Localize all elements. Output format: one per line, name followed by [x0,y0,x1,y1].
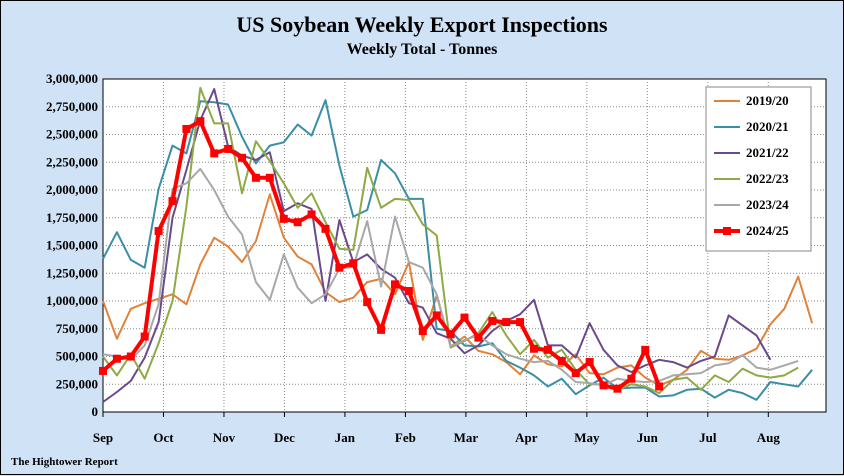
legend-label-2020-21: 2020/21 [746,119,789,134]
legend-label-2023-24: 2023/24 [746,197,789,212]
y-tick-label: 0 [92,404,99,419]
point-marker-2024-25 [154,227,163,236]
series-line-2022-23 [102,86,799,395]
legend-box [705,86,812,252]
series-line-2021-22 [102,88,772,403]
point-marker-2024-25 [404,287,413,296]
x-axis-ticks: Sep Oct Nov Dec Jan Feb Mar Apr May Jun Jul Aug [93,412,780,445]
point-marker-2024-25 [446,330,455,339]
x-tick-label: Feb [395,430,416,445]
y-axis-ticks: 0 250,000 500,000 750,000 1,000,000 1,250,000… [46,71,98,419]
chart-title: US Soybean Weekly Export Inspections [236,12,608,37]
legend-label-2024-25: 2024/25 [746,223,789,238]
point-marker-2024-25 [335,263,344,272]
point-marker-2024-25 [377,325,386,334]
point-marker-2024-25 [140,332,149,341]
legend-marker-2024-25 [723,227,731,235]
footer-source: The Hightower Report [11,456,118,468]
point-marker-2024-25 [321,224,330,233]
point-marker-2024-25 [571,369,580,378]
point-marker-2024-25 [251,173,260,182]
x-tick-label: Nov [213,430,236,445]
point-marker-2024-25 [488,316,497,325]
y-tick-label: 1,500,000 [46,238,98,253]
point-marker-2024-25 [293,218,302,227]
x-tick-label: Jun [637,430,659,445]
x-tick-label: May [574,430,600,445]
legend-label-2021-22: 2021/22 [746,145,789,160]
point-marker-2024-25 [516,318,525,327]
point-marker-2024-25 [390,280,399,289]
x-tick-label: Apr [515,430,538,445]
x-tick-label: Oct [153,430,174,445]
point-marker-2024-25 [641,345,650,354]
point-marker-2024-25 [557,356,566,365]
point-marker-2024-25 [210,149,219,158]
point-marker-2024-25 [279,214,288,223]
x-tick-label: Jan [335,430,356,445]
x-tick-label: Jul [699,430,717,445]
x-tick-label: Dec [274,430,295,445]
point-marker-2024-25 [627,374,636,383]
x-tick-label: Mar [454,430,479,445]
point-marker-2024-25 [224,144,233,153]
y-tick-label: 2,000,000 [46,182,98,197]
point-marker-2024-25 [238,153,247,162]
y-tick-label: 2,250,000 [46,154,98,169]
point-marker-2024-25 [265,173,274,182]
point-marker-2024-25 [126,352,135,361]
legend: 2019/20 2020/21 2021/22 2022/23 2023/24 2024/… [705,86,812,252]
series-line-2020-21 [102,99,813,401]
point-marker-2024-25 [599,381,608,390]
point-marker-2024-25 [182,124,191,133]
point-marker-2024-25 [502,318,511,327]
point-marker-2024-25 [530,344,539,353]
x-tick-label: Sep [93,430,113,445]
point-marker-2024-25 [99,366,107,375]
point-marker-2024-25 [585,358,594,367]
y-tick-label: 1,000,000 [46,293,98,308]
x-tick-label: Aug [757,430,781,445]
y-tick-label: 250,000 [56,376,98,391]
legend-label-2022-23: 2022/23 [746,171,789,186]
legend-label-2019-20: 2019/20 [746,93,789,108]
point-marker-2024-25 [363,298,372,307]
y-tick-label: 500,000 [56,349,98,364]
y-tick-label: 3,000,000 [46,71,98,86]
point-marker-2024-25 [474,333,483,342]
y-tick-label: 2,500,000 [46,127,98,142]
y-tick-label: 750,000 [56,321,98,336]
y-tick-label: 2,750,000 [46,99,98,114]
y-tick-label: 1,750,000 [46,210,98,225]
point-marker-2024-25 [432,311,441,320]
point-marker-2024-25 [418,326,427,335]
point-marker-2024-25 [460,313,469,322]
point-marker-2024-25 [112,354,121,363]
y-tick-label: 1,250,000 [46,265,98,280]
series-line-2019-20 [102,193,814,387]
point-marker-2024-25 [349,259,358,268]
series-lines [99,86,814,403]
point-marker-2024-25 [168,197,177,206]
chart-subtitle: Weekly Total - Tonnes [347,41,498,58]
point-marker-2024-25 [196,117,205,126]
point-marker-2024-25 [543,345,552,354]
point-marker-2024-25 [655,382,664,391]
gridlines [103,79,826,412]
point-marker-2024-25 [307,210,316,219]
series-line-2023-24 [102,167,799,387]
point-marker-2024-25 [613,384,622,393]
